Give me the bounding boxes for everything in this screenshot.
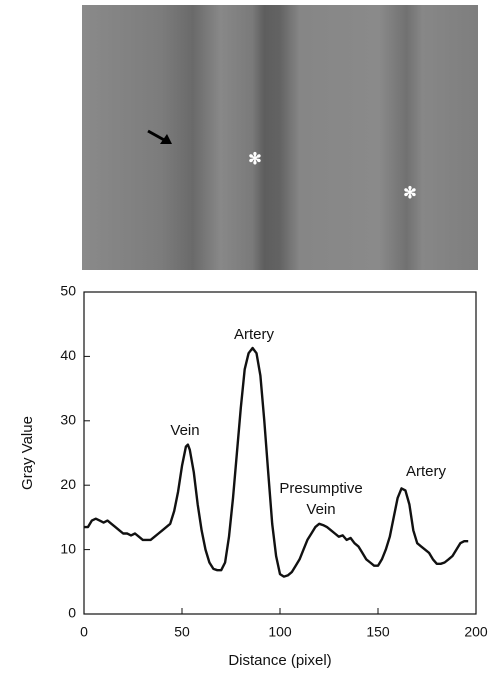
annotation: Artery (234, 326, 275, 343)
x-tick-label: 0 (80, 624, 88, 640)
y-tick-label: 40 (60, 347, 76, 363)
y-tick-label: 50 (60, 283, 76, 299)
x-tick-label: 150 (366, 624, 390, 640)
image (82, 5, 478, 270)
x-tick-label: 50 (174, 624, 190, 640)
data-line (84, 346, 469, 578)
annotation: Artery (406, 463, 447, 480)
annotation: Presumptive (279, 480, 362, 497)
y-axis-label: Gray Value (19, 416, 36, 490)
micrograph: ✻ ✻ (82, 5, 478, 270)
asterisk: ✻ (248, 151, 261, 168)
annotation: Vein (306, 501, 335, 518)
y-tick-label: 20 (60, 476, 76, 492)
y-tick-label: 10 (60, 540, 76, 556)
x-tick-label: 100 (268, 624, 292, 640)
plot-frame (83, 291, 477, 615)
arrow (147, 129, 167, 143)
asterisk: ✻ (403, 185, 416, 202)
arrow-head (160, 134, 172, 144)
x-tick-label: 200 (464, 624, 488, 640)
annotation: Vein (170, 422, 199, 439)
y-tick-label: 0 (68, 605, 76, 621)
y-tick-label: 30 (60, 412, 76, 428)
x-axis-label: Distance (pixel) (228, 652, 331, 669)
